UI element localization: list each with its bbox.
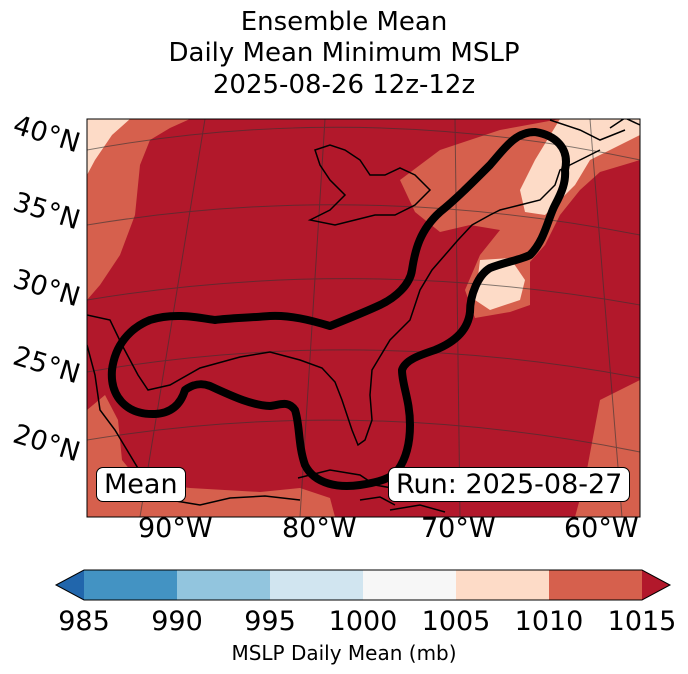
title-line-2: Daily Mean Minimum MSLP <box>168 38 520 68</box>
lon-label-90w: 90°W <box>138 513 213 544</box>
colorbar-tick-label: 995 <box>244 606 296 637</box>
colorbar-extend-low <box>56 570 84 600</box>
pressure-field-1005-northwest <box>87 119 130 175</box>
colorbar-segment <box>549 570 643 600</box>
lon-label-70w: 70°W <box>421 513 496 544</box>
colorbar <box>54 569 672 601</box>
colorbar-tick-label: 990 <box>151 606 203 637</box>
mean-label-box: Mean <box>96 467 186 502</box>
graticule <box>87 119 640 517</box>
run-date-box: Run: 2025-08-27 <box>388 467 631 502</box>
colorbar-segment <box>84 570 178 600</box>
colorbar-tick-label: 1015 <box>607 606 677 637</box>
colorbar-outline <box>54 569 672 601</box>
lon-label-80w: 80°W <box>282 513 357 544</box>
colorbar-tick-label: 1010 <box>514 606 584 637</box>
colorbar-extend-high <box>642 570 670 600</box>
colorbar-segment <box>456 570 550 600</box>
colorbar-tick-label: 1005 <box>421 606 491 637</box>
colorbar-tick-label: 985 <box>58 606 110 637</box>
mslp-1000-contour <box>107 128 570 490</box>
title-line-3: 2025-08-26 12z-12z <box>212 70 476 100</box>
colorbar-segment <box>177 570 271 600</box>
map-frame <box>86 118 641 518</box>
colorbar-segment <box>270 570 364 600</box>
colorbar-tick-label: 1000 <box>328 606 398 637</box>
map-area <box>87 119 640 517</box>
colorbar-segment <box>363 570 457 600</box>
pressure-field-1010-northwest <box>87 119 190 300</box>
pressure-field-1010-south <box>220 488 335 517</box>
colorbar-label: MSLP Daily Mean (mb) <box>231 641 457 665</box>
title-line-1: Ensemble Mean <box>240 7 448 37</box>
coastlines <box>87 119 640 513</box>
lon-label-60w: 60°W <box>564 513 639 544</box>
